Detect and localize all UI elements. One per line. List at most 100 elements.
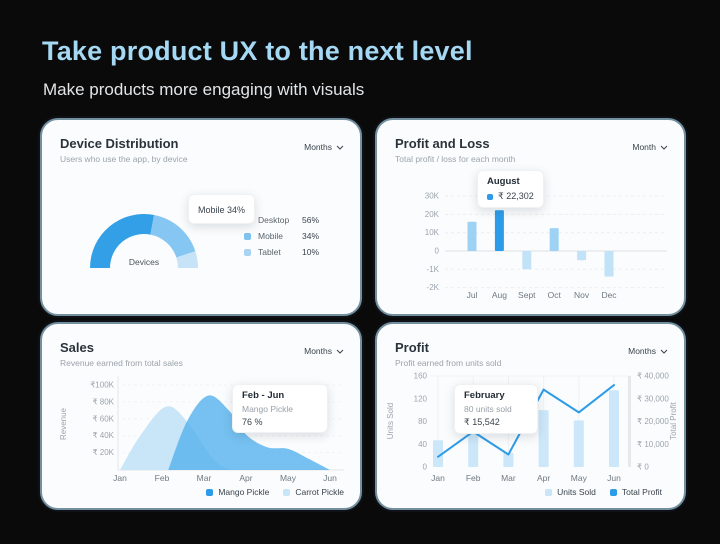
card-subtitle: Users who use the app, by device (60, 154, 188, 164)
x-tick-label: May (571, 473, 588, 483)
period-dropdown-label: Month (632, 142, 656, 152)
x-tick-label: Jan (431, 473, 445, 483)
combo-legend: Units Sold Total Profit (545, 487, 662, 497)
gauge-legend: Desktop 56% Mobile 34% Tablet 10% (244, 212, 319, 260)
x-tick-label: Jan (113, 473, 127, 483)
gauge-segment-mobile[interactable] (150, 214, 196, 258)
legend-label: Tablet (258, 247, 281, 257)
card-subtitle: Profit earned from units sold (395, 358, 502, 368)
card-title: Profit and Loss (395, 136, 490, 151)
y-tick-label: ₹ 80K (92, 397, 114, 406)
tooltip-swatch (487, 193, 493, 200)
period-dropdown[interactable]: Months (628, 346, 668, 356)
period-dropdown[interactable]: Months (304, 142, 344, 152)
gauge-segment-desktop[interactable] (90, 214, 155, 268)
bar-apr[interactable] (538, 410, 549, 467)
hero-title: Take product UX to the next level (42, 36, 473, 66)
chevron-down-icon (336, 349, 344, 354)
bar-oct[interactable] (549, 228, 559, 251)
left-y-tick-label: 120 (414, 394, 428, 403)
y-tick-label: ₹ 20K (92, 448, 114, 457)
x-tick-label: Jun (607, 473, 621, 483)
y-axis-title: Revenue (59, 407, 68, 440)
sales-card: Sales Revenue earned from total sales Mo… (40, 322, 362, 510)
legend-item-mobile: Mobile 34% (244, 228, 319, 244)
bar-may[interactable] (573, 420, 584, 467)
x-tick-label: Feb (466, 473, 481, 483)
legend-label: Desktop (258, 215, 290, 225)
left-y-axis-title: Units Sold (386, 403, 395, 439)
device-distribution-card: Device Distribution Users who use the ap… (40, 118, 362, 316)
gauge-tooltip: Mobile 34% (188, 194, 256, 224)
x-tick-label: Jun (323, 473, 337, 483)
bar-nov[interactable] (577, 251, 587, 261)
legend-item-units-sold: Units Sold (545, 487, 596, 497)
legend-label: Carrot Pickle (295, 487, 344, 497)
tooltip-units: 80 units sold (464, 404, 512, 414)
profit-loss-card: Profit and Loss Total profit / loss for … (375, 118, 686, 316)
legend-item-desktop: Desktop 56% (244, 212, 319, 228)
x-tick-label: Apr (537, 473, 550, 483)
tooltip-title: Feb - Jun (242, 390, 285, 401)
right-y-tick-label: ₹ 40,000 (637, 372, 669, 381)
card-subtitle: Revenue earned from total sales (60, 358, 183, 368)
profit-card: Profit Profit earned from units sold Mon… (375, 322, 686, 510)
tooltip-row: ₹ 22,302 (487, 191, 534, 202)
bar-aug[interactable] (494, 210, 504, 251)
hero-subtitle: Make products more engaging with visuals (43, 80, 365, 99)
plot-right-edge (628, 376, 631, 467)
legend-value: 34% (302, 231, 320, 241)
chevron-down-icon (660, 349, 668, 354)
period-dropdown-label: Months (304, 142, 332, 152)
legend-label: Units Sold (557, 487, 596, 497)
legend-label: Mobile (258, 231, 284, 241)
x-tick-label: Nov (574, 290, 590, 300)
x-tick-label: Jul (467, 290, 478, 300)
bar-chart[interactable]: 30K 20K 10K 0 -1K -2K Jul Aug Sept Oct Nov Dec (377, 120, 688, 318)
y-tick-label: ₹100K (90, 381, 114, 390)
period-dropdown[interactable]: Months (304, 346, 344, 356)
gauge-segment-tablet[interactable] (176, 251, 198, 268)
legend-swatch (545, 488, 553, 496)
bar-sept[interactable] (522, 251, 532, 270)
right-y-tick-label: ₹ 20,000 (637, 417, 669, 426)
bar-dec[interactable] (604, 251, 614, 277)
period-dropdown[interactable]: Month (632, 142, 668, 152)
legend-swatch (244, 232, 251, 240)
combo-chart[interactable]: Jan Feb Mar Apr May Jun 0 40 80 120 160 ₹ 0 ₹ 10,000… (377, 324, 688, 512)
x-tick-label: Feb (155, 473, 170, 483)
y-tick-label: 20K (425, 210, 440, 219)
left-y-tick-label: 0 (423, 463, 428, 472)
tooltip-series: Mango Pickle (242, 404, 294, 414)
card-header: Profit Profit earned from units sold (395, 340, 501, 368)
bar-jul[interactable] (467, 221, 477, 251)
right-y-tick-label: ₹ 30,000 (637, 394, 669, 403)
dashboard-grid: Device Distribution Users who use the ap… (40, 118, 686, 510)
right-y-tick-label: ₹ 0 (637, 463, 649, 472)
x-tick-label: Mar (197, 473, 212, 483)
gauge-chart[interactable]: Devices (42, 120, 364, 318)
right-y-axis-title: Total Profit (669, 401, 678, 440)
area-chart[interactable]: ₹100K ₹ 80K ₹ 60K ₹ 40K ₹ 20K Jan Feb Mar Apr May… (42, 324, 364, 512)
bar-jan[interactable] (433, 440, 443, 467)
area-tooltip: Feb - Jun Mango Pickle 76 % (232, 384, 328, 433)
x-tick-label: May (280, 473, 297, 483)
y-tick-label: 30K (425, 192, 440, 201)
legend-value: 10% (302, 247, 320, 257)
legend-label: Total Profit (621, 487, 662, 497)
card-header: Sales Revenue earned from total sales (60, 340, 183, 368)
y-tick-label: -2K (427, 283, 440, 292)
chevron-down-icon (660, 145, 668, 150)
left-y-tick-label: 40 (418, 440, 427, 449)
right-y-tick-label: ₹ 10,000 (637, 440, 669, 449)
bar-mar[interactable] (503, 452, 514, 467)
period-dropdown-label: Months (628, 346, 656, 356)
bar-jun[interactable] (609, 390, 619, 467)
area-series-mango-pickle[interactable] (168, 395, 330, 470)
tooltip-text: Mobile 34% (198, 205, 246, 215)
y-tick-label: -1K (427, 265, 440, 274)
card-title: Profit (395, 340, 429, 355)
x-tick-label: Sept (518, 290, 536, 300)
bar-tooltip: August ₹ 22,302 (477, 170, 544, 208)
